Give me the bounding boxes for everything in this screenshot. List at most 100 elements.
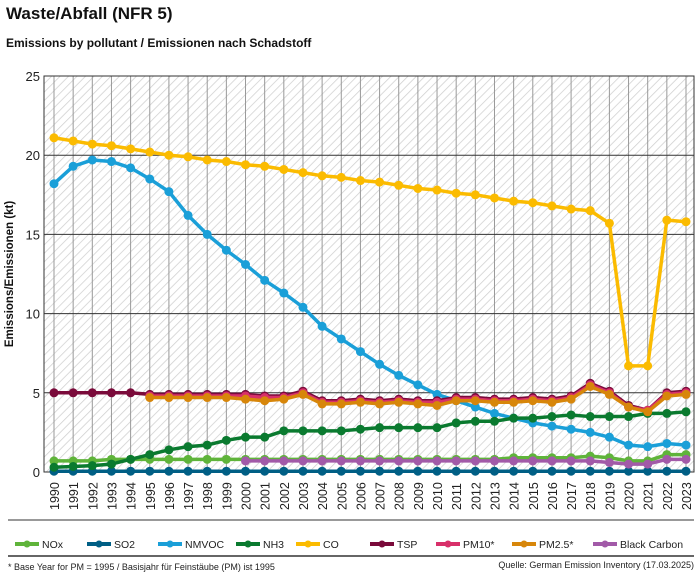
data-point-NH3	[432, 423, 442, 433]
data-point-SO2	[604, 466, 614, 476]
data-point-SO2	[126, 466, 136, 476]
data-point-SO2	[394, 466, 404, 476]
data-point-CO	[643, 361, 653, 371]
data-point-NH3	[528, 413, 538, 423]
data-point-CO	[451, 188, 461, 198]
data-point-PM2.5*	[413, 399, 423, 409]
data-point-CO	[355, 176, 365, 186]
data-point-NOx	[49, 456, 59, 466]
data-point-NMVOC	[355, 347, 365, 357]
data-point-SO2	[145, 466, 155, 476]
data-point-PM2.5*	[432, 400, 442, 410]
data-point-Black Carbon	[509, 456, 519, 466]
data-point-NMVOC	[413, 380, 423, 390]
x-tick-label: 2023	[680, 482, 694, 510]
data-point-NH3	[375, 423, 385, 433]
data-point-CO	[164, 150, 174, 160]
x-tick-label: 2021	[642, 482, 656, 510]
data-point-NMVOC	[87, 155, 97, 165]
data-point-CO	[375, 177, 385, 187]
data-point-PM2.5*	[279, 394, 289, 404]
data-point-PM2.5*	[624, 402, 634, 412]
data-point-NMVOC	[470, 402, 480, 412]
data-point-NH3	[202, 440, 212, 450]
data-point-PM2.5*	[202, 393, 212, 403]
data-point-Black Carbon	[643, 459, 653, 469]
series-line-CO	[53, 136, 687, 368]
legend-label: PM10*	[463, 539, 495, 551]
y-tick-label: 25	[26, 69, 40, 84]
x-tick-label: 2015	[527, 482, 541, 510]
plot-area	[44, 76, 694, 472]
data-point-SO2	[585, 466, 595, 476]
data-point-Black Carbon	[432, 456, 442, 466]
data-point-NMVOC	[221, 245, 231, 255]
x-tick-label: 1990	[48, 482, 62, 510]
data-point-NH3	[624, 412, 634, 422]
data-point-NH3	[49, 462, 59, 472]
data-point-CO	[509, 196, 519, 206]
data-point-NMVOC	[126, 163, 136, 173]
data-point-PM2.5*	[681, 389, 691, 399]
data-point-NH3	[604, 412, 614, 422]
x-tick-label: 2003	[297, 482, 311, 510]
data-point-CO	[547, 201, 557, 211]
x-tick-label: 1998	[201, 482, 215, 510]
data-point-Black Carbon	[260, 456, 270, 466]
data-point-CO	[221, 157, 231, 167]
data-point-Black Carbon	[604, 457, 614, 467]
data-point-CO	[489, 193, 499, 203]
data-point-SO2	[106, 466, 116, 476]
data-point-NMVOC	[547, 421, 557, 431]
data-point-NMVOC	[394, 370, 404, 380]
legend-marker	[304, 540, 312, 548]
x-tick-label: 2010	[431, 482, 445, 510]
data-point-NH3	[145, 450, 155, 460]
x-tick-label: 2022	[661, 482, 675, 510]
data-point-CO	[624, 361, 634, 371]
data-point-CO	[470, 190, 480, 200]
data-point-CO	[145, 147, 155, 157]
data-point-NH3	[260, 432, 270, 442]
data-point-SO2	[547, 466, 557, 476]
data-point-NMVOC	[183, 210, 193, 220]
data-point-NH3	[279, 426, 289, 436]
data-point-NH3	[106, 459, 116, 469]
data-point-SO2	[470, 466, 480, 476]
data-point-NMVOC	[375, 359, 385, 369]
data-point-SO2	[643, 466, 653, 476]
data-point-PM2.5*	[585, 381, 595, 391]
data-point-SO2	[221, 466, 231, 476]
data-point-CO	[183, 152, 193, 162]
data-point-CO	[260, 161, 270, 171]
data-point-NH3	[681, 407, 691, 417]
data-point-Black Carbon	[375, 456, 385, 466]
footnote: * Base Year for PM = 1995 / Basisjahr fü…	[8, 562, 275, 572]
data-point-Black Carbon	[413, 456, 423, 466]
y-tick-label: 5	[33, 386, 40, 401]
data-point-NH3	[489, 416, 499, 426]
data-point-NMVOC	[585, 427, 595, 437]
x-tick-label: 1996	[163, 482, 177, 510]
data-point-Black Carbon	[624, 459, 634, 469]
y-axis-label: Emissions/Emissionen (kt)	[4, 201, 16, 348]
legend-label: CO	[323, 539, 339, 551]
data-point-NOx	[221, 454, 231, 464]
data-point-NMVOC	[260, 275, 270, 285]
data-point-PM2.5*	[566, 394, 576, 404]
x-tick-label: 2013	[488, 482, 502, 510]
x-tick-label: 2020	[623, 482, 637, 510]
y-tick-label: 20	[26, 148, 40, 163]
x-tick-label: 1994	[125, 482, 139, 510]
data-point-Black Carbon	[279, 456, 289, 466]
data-point-CO	[49, 133, 59, 143]
data-point-PM2.5*	[260, 396, 270, 406]
data-point-SO2	[336, 466, 346, 476]
x-tick-label: 2019	[603, 482, 617, 510]
data-point-SO2	[279, 466, 289, 476]
y-tick-label: 0	[33, 465, 40, 480]
data-point-SO2	[183, 466, 193, 476]
x-tick-label: 2016	[546, 482, 560, 510]
data-point-PM2.5*	[336, 399, 346, 409]
